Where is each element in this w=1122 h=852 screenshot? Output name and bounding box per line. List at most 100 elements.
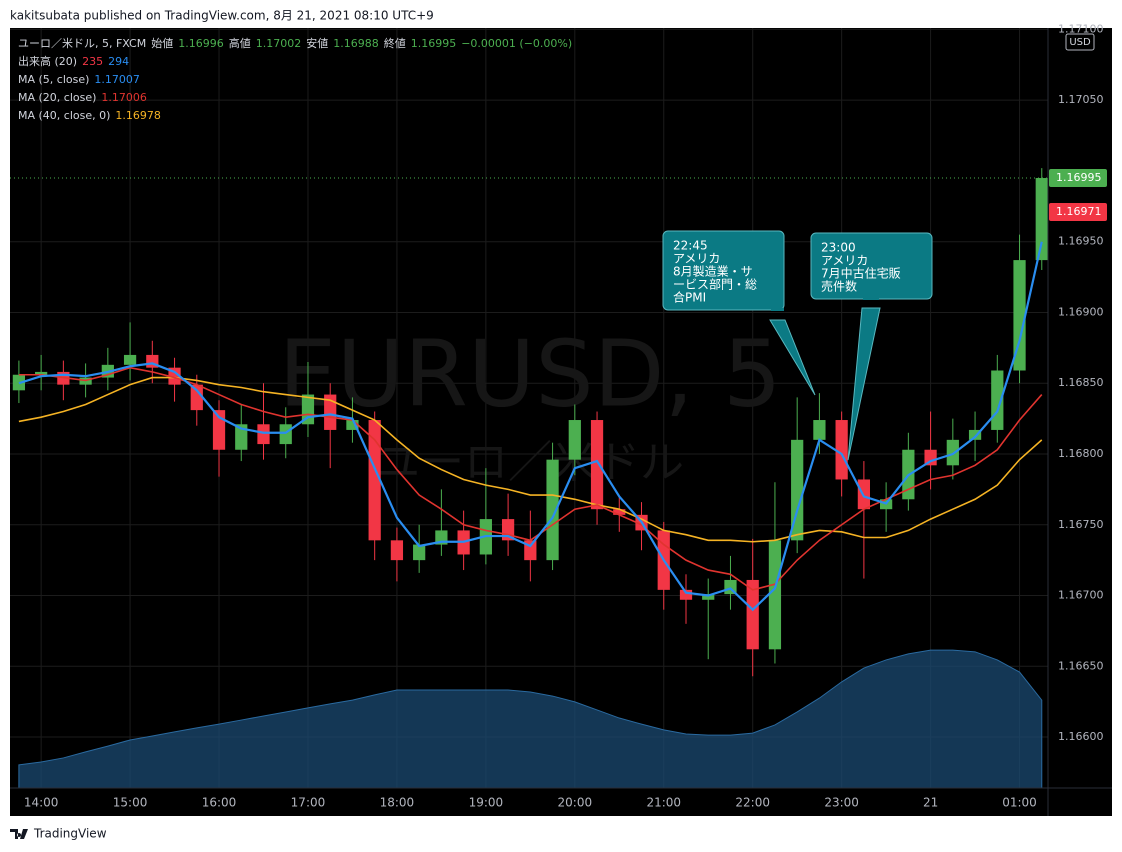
callout-text: 売件数 xyxy=(821,279,857,294)
candle-body xyxy=(613,509,626,515)
candle-body xyxy=(390,540,404,561)
ma-line xyxy=(18,376,1043,543)
y-tick-label: 1.16700 xyxy=(1058,589,1104,602)
plot: EURUSD, 5 ユーロ／米ドル xyxy=(10,28,1048,789)
currency: USD xyxy=(1069,37,1091,48)
logo-mark xyxy=(10,829,28,839)
price-label: 1.16971 xyxy=(1056,205,1102,218)
candle-body xyxy=(702,594,715,600)
y-tick-label: 1.16650 xyxy=(1058,659,1104,672)
candle-body xyxy=(413,544,426,561)
volume-ma-area xyxy=(18,649,1043,789)
legend-row: MA (20, close) 1.17006 xyxy=(18,91,147,104)
candle-body xyxy=(123,354,137,365)
x-tick-label: 01:00 xyxy=(1002,796,1037,810)
callout-text: アメリカ xyxy=(673,252,720,266)
candle-body xyxy=(346,420,359,430)
candle-body xyxy=(1013,260,1026,371)
currency-box xyxy=(1065,33,1095,51)
legend-item: 出来高 (20) xyxy=(18,54,77,68)
candle-body xyxy=(368,420,381,541)
legend-item: MA (40, close, 0) xyxy=(18,109,110,122)
callout-text: アメリカ xyxy=(821,254,868,268)
candle-body xyxy=(568,420,581,460)
x-tick-label: 19:00 xyxy=(469,796,504,810)
candle-body xyxy=(1035,178,1048,261)
candle-body xyxy=(324,394,337,430)
legend-row: MA (5, close) 1.17007 xyxy=(18,73,140,86)
legend-row: 出来高 (20) 235 294 xyxy=(18,54,129,68)
legend-item: 1.17006 xyxy=(101,91,147,104)
legend-item: −0.00001 (−0.00%) xyxy=(461,37,572,50)
candle-body xyxy=(813,420,826,440)
ma-line xyxy=(18,366,1043,591)
callout-text: 8月製造業・サ xyxy=(673,265,753,279)
x-tick-label: 17:00 xyxy=(291,796,326,810)
x-tick-label: 15:00 xyxy=(113,796,148,810)
y-tick-label: 1.16750 xyxy=(1058,518,1104,531)
x-tick-label: 22:00 xyxy=(735,796,770,810)
y-tick-label: 1.16600 xyxy=(1058,730,1104,743)
candle-body xyxy=(968,429,982,440)
ma-line xyxy=(18,241,1043,612)
price-label: 1.16995 xyxy=(1056,171,1102,184)
legend-row: ユーロ／米ドル, 5, FXCM 始値 1.16996 高値 1.17002 安値 1.16… xyxy=(18,36,572,50)
y-tick-label: 1.16800 xyxy=(1058,447,1104,460)
y-tick-label: 1.17100 xyxy=(1058,22,1104,35)
y-tick-label: 1.17050 xyxy=(1058,93,1104,106)
x-tick-label: 21:00 xyxy=(646,796,681,810)
candle-body xyxy=(212,410,226,450)
callout-text: 7月中古住宅販 xyxy=(821,266,901,281)
footer-logo: TradingView xyxy=(10,827,107,841)
legend-item: 294 xyxy=(108,55,129,68)
legend-item: MA (5, close) xyxy=(18,73,89,86)
legend-item: 始値 xyxy=(151,36,173,50)
legend-item: ユーロ／米ドル, 5, FXCM xyxy=(18,37,146,50)
candle-body xyxy=(746,579,759,650)
x-tick-label: 23:00 xyxy=(824,796,859,810)
candle-body xyxy=(279,424,292,445)
candle-body xyxy=(768,540,782,650)
candle-body xyxy=(257,424,270,445)
callout-pointer xyxy=(847,307,881,461)
published-line: kakitsubata published on TradingView.com… xyxy=(10,9,434,23)
candle-body xyxy=(235,424,248,450)
legend-item: MA (20, close) xyxy=(18,91,96,104)
x-tick-label: 18:00 xyxy=(380,796,415,810)
callout-joint xyxy=(863,297,879,300)
legend: ユーロ／米ドル, 5, FXCM 始値 1.16996 高値 1.17002 安値 1.16… xyxy=(18,36,572,122)
candle-body xyxy=(791,439,804,541)
legend-item: 235 xyxy=(82,55,103,68)
legend-item: 高値 xyxy=(229,36,251,50)
x-tick-label: 21 xyxy=(923,796,938,810)
watermark: EURUSD, 5 xyxy=(279,320,782,427)
legend-item: 1.16995 xyxy=(411,37,457,50)
legend-item: 終値 xyxy=(384,36,406,50)
candle-body xyxy=(679,589,693,600)
callout-text: 合PMI xyxy=(673,290,706,305)
legend-item: 1.16978 xyxy=(115,109,161,122)
callout-text: ービス部門・総 xyxy=(673,277,757,292)
brand: TradingView xyxy=(33,827,107,841)
legend-item: 1.17002 xyxy=(256,37,302,50)
legend-item: 安値 xyxy=(306,36,328,50)
legend-item: 1.17007 xyxy=(94,73,140,86)
y-tick-label: 1.16850 xyxy=(1058,376,1104,389)
candle-body xyxy=(546,459,559,561)
candle-body xyxy=(590,420,604,510)
callout-box xyxy=(662,230,785,311)
watermark-sub: ユーロ／米ドル xyxy=(376,437,684,488)
callout-text: 23:00 xyxy=(821,241,856,255)
candle-body xyxy=(924,449,937,466)
y-tick-label: 1.16900 xyxy=(1058,305,1104,318)
y-tick-label: 1.16950 xyxy=(1058,235,1104,248)
price-label-box xyxy=(1049,202,1107,221)
callout-text: 22:45 xyxy=(673,239,708,253)
candle-body xyxy=(35,371,48,375)
candle-body xyxy=(835,420,848,480)
legend-item: 1.16988 xyxy=(333,37,379,50)
x-tick-label: 14:00 xyxy=(24,796,59,810)
callout-joint xyxy=(771,308,784,311)
